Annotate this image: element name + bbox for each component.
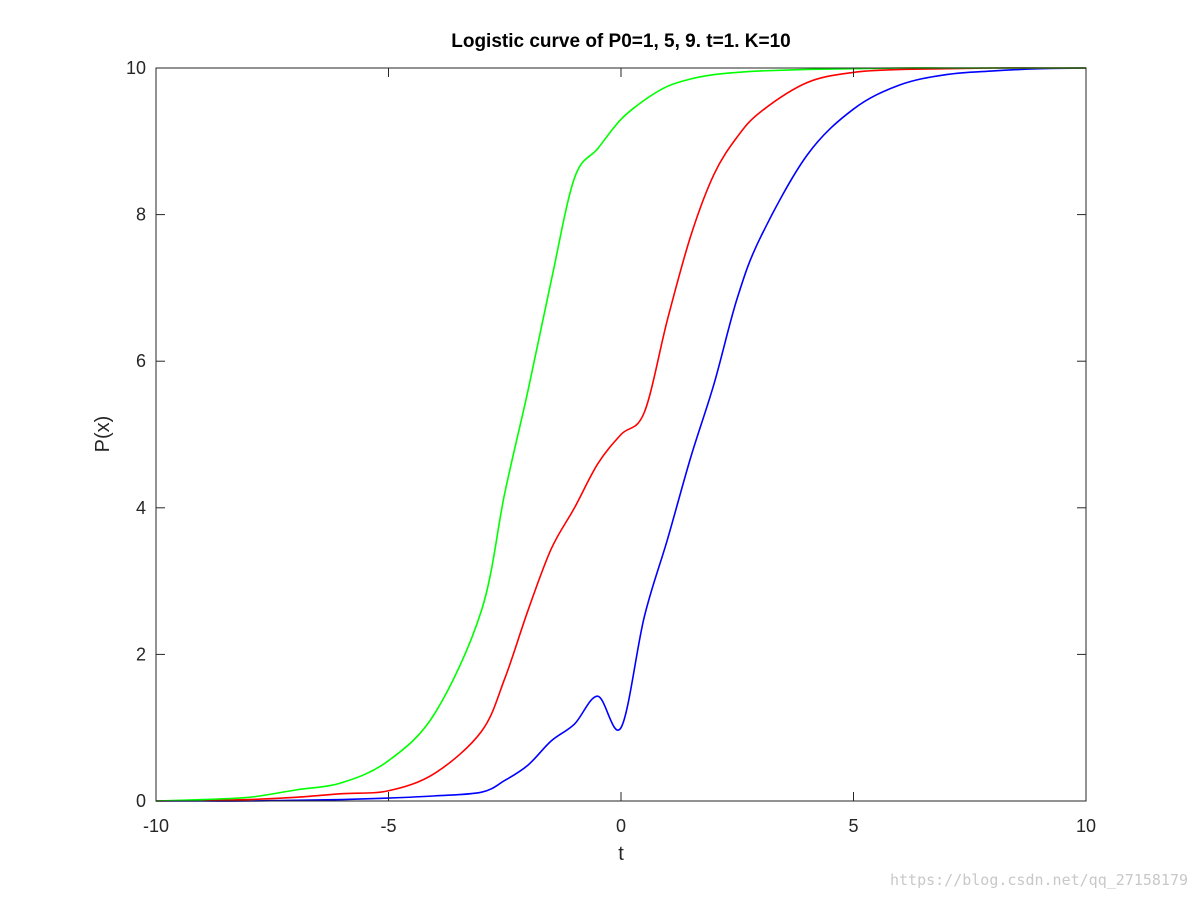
series-line-1 [155, 67, 1087, 802]
y-tick-label: 2 [136, 644, 146, 664]
y-axis-ticks: 0 2 4 6 8 10 [126, 58, 1086, 811]
y-tick-label: 8 [136, 205, 146, 225]
x-tick-label: 10 [1076, 816, 1096, 836]
chart-title: Logistic curve of P0=1, 5, 9. t=1. K=10 [451, 31, 791, 52]
y-tick-label: 0 [136, 791, 146, 811]
y-axis-label: P(x) [92, 416, 114, 453]
series-line-2 [155, 67, 1086, 802]
plot-curves [155, 67, 1087, 802]
x-axis-ticks: -10 -5 0 5 10 [143, 68, 1096, 836]
x-tick-label: 5 [848, 816, 858, 836]
x-tick-label: 0 [616, 816, 626, 836]
x-tick-label: -5 [380, 816, 396, 836]
y-tick-label: 4 [136, 498, 146, 518]
watermark-text: https://blog.csdn.net/qq_27158179 [890, 871, 1188, 889]
x-tick-label: -10 [143, 816, 169, 836]
y-tick-label: 6 [136, 351, 146, 371]
y-tick-label: 10 [126, 58, 146, 78]
x-axis-label: t [618, 843, 624, 865]
